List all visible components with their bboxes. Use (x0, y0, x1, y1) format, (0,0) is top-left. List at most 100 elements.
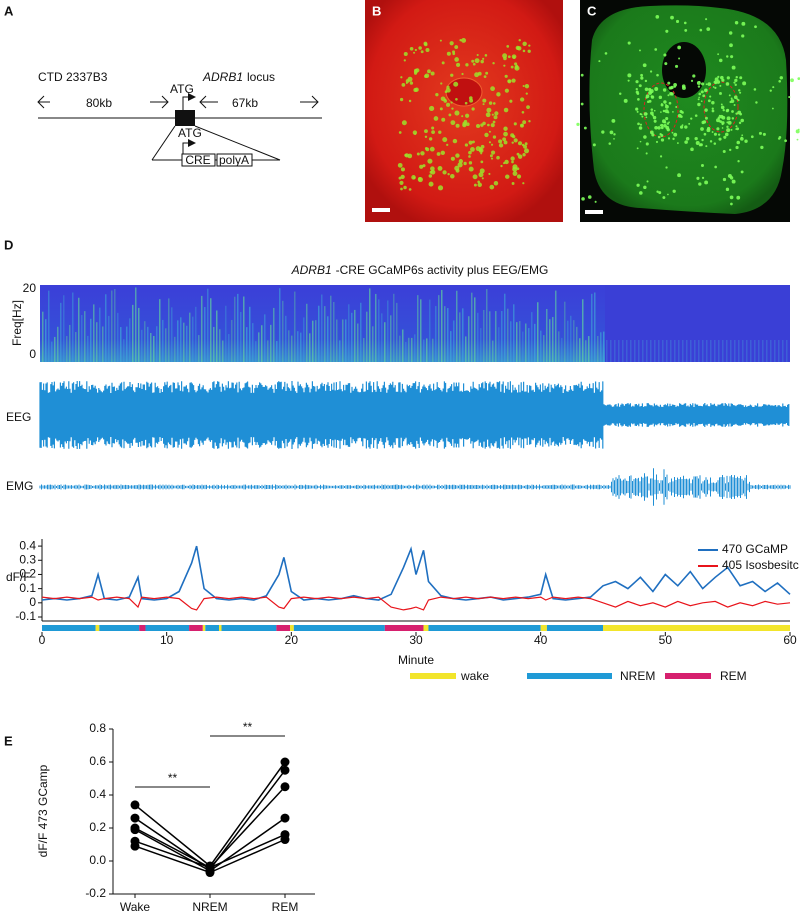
cell (507, 79, 512, 84)
cell (526, 105, 530, 110)
spectral-streak (54, 336, 56, 362)
spectral-streak (531, 312, 533, 362)
cell (441, 61, 445, 65)
cell (721, 127, 724, 129)
spectral-streak (126, 326, 128, 362)
cell (514, 62, 518, 66)
spectral-streak (606, 340, 608, 362)
cell (509, 99, 513, 103)
cell (694, 136, 698, 141)
cell (480, 59, 484, 64)
cell (677, 142, 679, 144)
cell (742, 81, 747, 86)
cell (471, 59, 475, 63)
spectral-streak (237, 293, 239, 362)
spectral-streak (123, 339, 125, 362)
cell (468, 161, 473, 165)
spectral-streak (195, 306, 197, 362)
stage-segment (205, 625, 220, 631)
cell (739, 76, 743, 80)
cell (730, 99, 735, 103)
spectral-streak (222, 340, 224, 362)
cell (428, 181, 434, 187)
cell (667, 111, 670, 114)
cell (412, 130, 418, 135)
cell (636, 147, 639, 150)
cell (677, 113, 682, 118)
spectral-streak (291, 335, 293, 362)
cell (718, 114, 721, 117)
cell (627, 73, 632, 78)
cell (762, 132, 766, 136)
cell (516, 152, 520, 156)
x-axis-label: Minute (398, 653, 434, 667)
cell (662, 196, 666, 200)
spectral-streak (294, 291, 296, 362)
cell (409, 81, 414, 85)
cell (455, 97, 458, 101)
cell (503, 64, 506, 67)
cell (448, 113, 452, 117)
cell (431, 130, 435, 134)
cell (513, 138, 518, 143)
spectral-streak (492, 340, 494, 362)
cell (441, 117, 446, 122)
spectral-streak (662, 340, 664, 362)
spectral-streak (282, 300, 284, 362)
cell (690, 117, 693, 120)
trace-line (41, 545, 791, 601)
cell (450, 120, 456, 126)
spectral-streak (483, 309, 485, 362)
tss-arrow (182, 142, 190, 154)
y-tick-label: -0.2 (85, 886, 106, 900)
cell (502, 137, 507, 142)
cell (753, 88, 757, 91)
spectrogram-tick: 20 (23, 281, 37, 295)
spectral-streak (594, 292, 596, 362)
spectral-streak (177, 320, 179, 362)
significance-label: ** (168, 771, 178, 785)
cell (642, 63, 647, 68)
cell (414, 48, 417, 52)
cell (505, 174, 510, 179)
spectral-streak (180, 317, 182, 362)
cell (701, 138, 704, 142)
cell (660, 123, 664, 127)
spectral-streak (267, 340, 269, 362)
cell (457, 162, 463, 168)
spectral-streak (570, 315, 572, 362)
data-point (280, 813, 290, 823)
cell (418, 46, 422, 50)
spectral-streak (690, 340, 692, 362)
x-tick-label: 10 (160, 633, 174, 647)
cell (461, 115, 464, 118)
spectral-streak (642, 340, 644, 362)
cell (645, 112, 648, 115)
stage-segment (540, 625, 547, 631)
spectral-streak (78, 297, 80, 362)
cell (656, 190, 659, 193)
cell (613, 138, 615, 140)
spectral-streak (393, 293, 395, 362)
cell (741, 134, 744, 137)
cell (488, 172, 491, 176)
cell (727, 173, 732, 178)
stage-legend-label: REM (720, 669, 747, 683)
spectral-streak (312, 320, 314, 362)
spectral-streak (153, 335, 155, 362)
spectral-streak (81, 315, 83, 362)
cell (721, 121, 725, 125)
cell (723, 135, 727, 139)
spectral-streak (72, 292, 74, 362)
spectral-streak (150, 332, 152, 362)
cell (637, 98, 640, 101)
scale-bar (372, 208, 390, 212)
spectral-streak (273, 307, 275, 362)
cell (465, 63, 469, 67)
cell (729, 195, 734, 200)
cell (741, 34, 745, 38)
spectral-streak (288, 330, 290, 362)
cell (675, 106, 678, 109)
data-point (280, 835, 290, 845)
